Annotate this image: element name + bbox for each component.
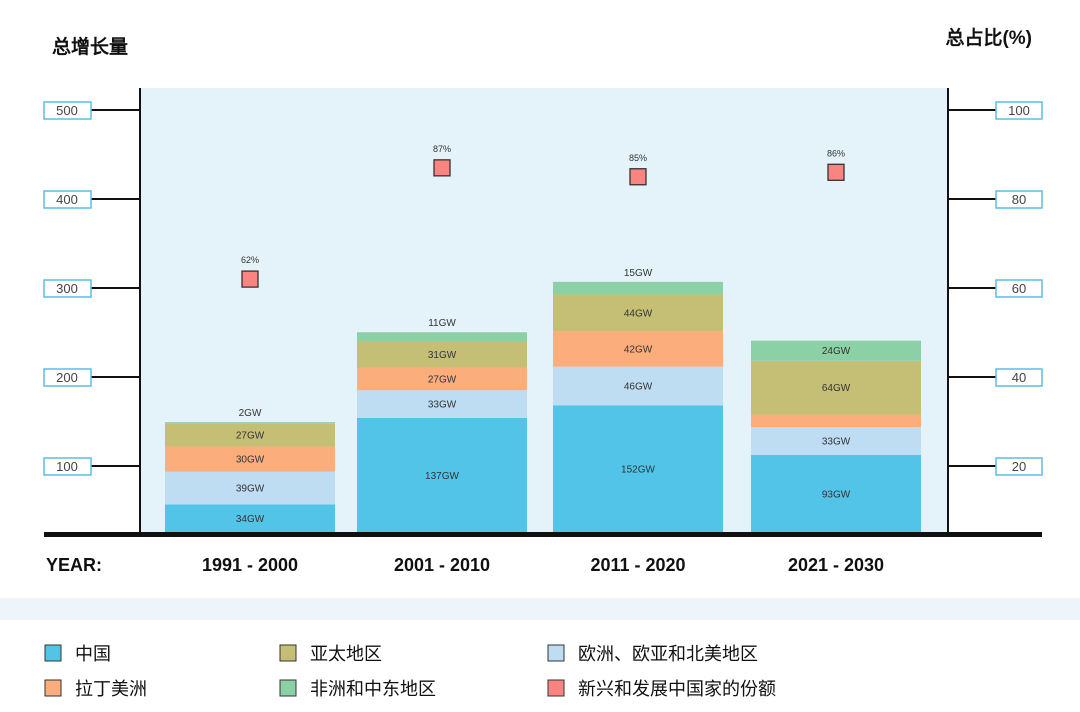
bar-segment-1-4 — [357, 332, 527, 342]
right-tick-label: 60 — [1012, 281, 1026, 296]
bar-value-label: 34GW — [236, 514, 265, 525]
left-axis-title: 总增长量 — [52, 35, 128, 58]
left-tick-label: 400 — [56, 192, 78, 207]
share-label: 86% — [827, 148, 845, 158]
share-label: 85% — [629, 153, 647, 163]
legend-swatch — [547, 679, 565, 697]
bar-value-label: 27GW — [428, 374, 457, 385]
bar-value-label: 42GW — [624, 345, 653, 356]
bar-segment-2-4 — [553, 281, 723, 295]
left-tick-box — [43, 368, 92, 387]
bar-value-label: 15GW — [624, 268, 653, 279]
bar-segment-3-1 — [751, 427, 921, 455]
legend-label: 欧洲、欧亚和北美地区 — [578, 644, 758, 664]
bar-segment-1-3 — [357, 341, 527, 368]
bar-value-label: 27GW — [236, 431, 265, 442]
bar-segment-3-4 — [751, 340, 921, 361]
bar-segment-3-0 — [751, 454, 921, 533]
bar-segment-0-1 — [165, 471, 335, 505]
legend-swatch — [279, 679, 297, 697]
right-tick-label: 40 — [1012, 370, 1026, 385]
share-marker — [629, 168, 647, 186]
share-label: 87% — [433, 144, 451, 154]
right-tick-box — [995, 190, 1043, 209]
legend-label: 中国 — [75, 644, 111, 664]
bar-segment-1-1 — [357, 390, 527, 418]
share-marker — [827, 163, 845, 181]
legend-swatch — [547, 644, 565, 662]
bar-segment-3-2 — [751, 414, 921, 428]
bar-value-label: 64GW — [822, 383, 851, 394]
legend-divider-band — [0, 598, 1080, 620]
legend-swatch — [279, 644, 297, 662]
right-axis-title: 总占比(%) — [945, 26, 1032, 49]
x-axis-prefix: YEAR: — [46, 555, 102, 575]
x-category-label: 2001 - 2010 — [394, 555, 490, 575]
right-tick-box — [995, 457, 1043, 476]
bar-segment-1-2 — [357, 367, 527, 391]
bar-segment-2-0 — [553, 405, 723, 533]
bar-value-label: 137GW — [425, 471, 459, 482]
bar-value-label: 31GW — [428, 350, 457, 361]
right-tick-label: 80 — [1012, 192, 1026, 207]
legend-label: 拉丁美洲 — [75, 679, 147, 699]
bar-segment-0-2 — [165, 446, 335, 472]
share-marker — [433, 159, 451, 177]
bar-segment-0-0 — [165, 504, 335, 533]
x-axis-baseline — [44, 532, 1042, 537]
bar-value-label: 24GW — [822, 346, 851, 357]
legend-swatch — [44, 679, 62, 697]
legend-swatch — [44, 644, 62, 662]
left-tick-box — [43, 279, 92, 298]
right-tick-box — [995, 279, 1043, 298]
bar-value-label: 152GW — [621, 465, 655, 476]
bar-value-label: 33GW — [822, 437, 851, 448]
bar-value-label: 11GW — [428, 318, 456, 329]
left-tick-box — [43, 190, 92, 209]
bar-segment-2-2 — [553, 331, 723, 367]
left-tick-box — [43, 101, 92, 120]
right-tick-box — [995, 368, 1043, 387]
left-tick-label: 300 — [56, 281, 78, 296]
left-tick-box — [43, 457, 92, 476]
legend-label: 新兴和发展中国家的份额 — [578, 679, 776, 699]
x-category-label: 2011 - 2020 — [590, 555, 685, 575]
right-tick-label: 20 — [1012, 459, 1026, 474]
bar-value-label: 93GW — [822, 489, 851, 500]
bar-segment-1-0 — [357, 417, 527, 533]
x-category-label: 1991 - 2000 — [202, 555, 298, 575]
share-marker — [241, 270, 259, 288]
left-tick-label: 200 — [56, 370, 78, 385]
bar-value-label: 2GW — [239, 408, 262, 419]
bar-value-label: 30GW — [236, 455, 265, 466]
right-tick-label: 100 — [1008, 103, 1030, 118]
share-label: 62% — [241, 255, 259, 265]
bar-value-label: 33GW — [428, 400, 457, 411]
bar-segment-0-4 — [165, 422, 335, 424]
left-tick-label: 500 — [56, 103, 78, 118]
legend-label: 非洲和中东地区 — [310, 679, 436, 699]
bar-value-label: 39GW — [236, 484, 265, 495]
legend-label: 亚太地区 — [310, 644, 382, 664]
bar-segment-2-1 — [553, 366, 723, 406]
bar-segment-2-3 — [553, 294, 723, 332]
bar-segment-0-3 — [165, 423, 335, 447]
x-category-label: 2021 - 2030 — [788, 555, 884, 575]
bar-segment-3-3 — [751, 360, 921, 415]
bar-value-label: 44GW — [624, 308, 653, 319]
right-tick-box — [995, 101, 1043, 120]
left-tick-label: 100 — [56, 459, 78, 474]
bar-value-label: 46GW — [624, 382, 653, 393]
